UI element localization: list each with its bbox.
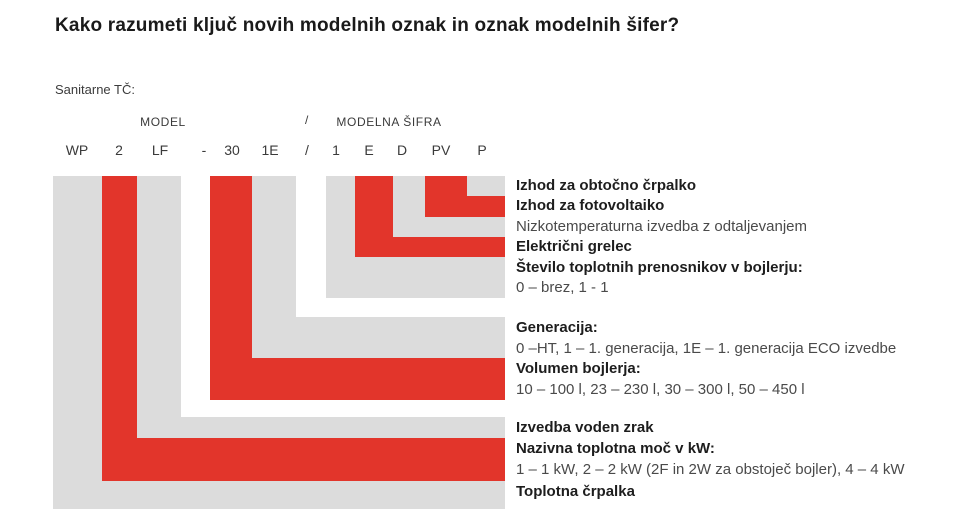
code-token-lf: LF (151, 142, 169, 158)
model-section-label: MODEL (140, 115, 186, 129)
code-token-slash: / (305, 142, 309, 158)
subtitle-sanitarne-tc: Sanitarne TČ: (55, 82, 135, 97)
legend-toplotna-crpalka: Toplotna črpalka (516, 483, 635, 500)
code-token-30: 30 (224, 142, 240, 158)
legend-izhod-crpalko: Izhod za obtočno črpalko (516, 177, 697, 194)
bar-1e-horizontal (252, 317, 505, 358)
legend-elektricni-grelec: Električni grelec (516, 238, 632, 255)
code-token-2: 2 (115, 142, 123, 158)
code-token-1e: 1E (261, 142, 279, 158)
bar-wp-horizontal (53, 481, 505, 509)
page-title: Kako razumeti ključ novih modelnih oznak… (55, 15, 680, 36)
legend-volumen: Volumen bojlerja: (516, 360, 641, 377)
bar-pv-horizontal (425, 196, 505, 217)
header-slash: / (305, 113, 309, 127)
bar-lf-vertical (137, 176, 181, 438)
code-token-p: P (477, 142, 487, 158)
bar-2-vertical (102, 176, 137, 481)
legend-nizkotemperaturna: Nizkotemperaturna izvedba z odtaljevanje… (516, 218, 807, 235)
code-token-wp: WP (65, 142, 89, 158)
legend-nazivna-values: 1 – 1 kW, 2 – 2 kW (2F in 2W za obstoječ… (516, 461, 905, 478)
code-token-e: E (364, 142, 374, 158)
legend-generacija: Generacija: (516, 319, 598, 336)
code-token-d: D (396, 142, 408, 158)
modelna-sifra-section-label: MODELNA ŠIFRA (336, 115, 442, 129)
legend-stevilo-prenosnikov: Število toplotnih prenosnikov v bojlerju… (516, 259, 803, 276)
legend-volumen-values: 10 – 100 l, 23 – 230 l, 30 – 300 l, 50 –… (516, 381, 805, 398)
bar-30-horizontal (210, 358, 505, 400)
bar-lf-horizontal (137, 417, 505, 438)
bar-e-horizontal (355, 237, 505, 257)
legend-izvedba-voden-zrak: Izvedba voden zrak (516, 419, 654, 436)
code-token-1: 1 (332, 142, 340, 158)
bar-2-horizontal (102, 438, 505, 481)
legend-generacija-values: 0 –HT, 1 – 1. generacija, 1E – 1. genera… (516, 340, 897, 357)
legend-izhod-fotovoltaiko: Izhod za fotovoltaiko (516, 197, 665, 214)
bar-wp-vertical (53, 176, 102, 509)
code-token-pv: PV (431, 142, 451, 158)
code-token-dash: - (201, 142, 207, 158)
legend-stevilo-values: 0 – brez, 1 - 1 (516, 279, 609, 296)
legend-nazivna-moc: Nazivna toplotna moč v kW: (516, 440, 715, 457)
